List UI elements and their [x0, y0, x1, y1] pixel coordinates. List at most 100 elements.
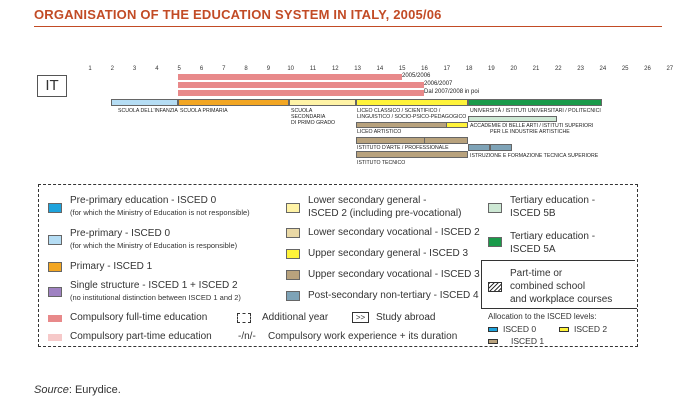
hatch-swatch-icon: [488, 282, 502, 292]
label-liceo-artistico: LICEO ARTISTICO: [357, 129, 402, 135]
legend-tertiary-5b-2: ISCED 5B: [510, 208, 556, 219]
allocation-isced2-swatch: [559, 327, 569, 332]
source-note: Source: Eurydice.: [34, 384, 121, 396]
label-secondaria-3: DI PRIMO GRADO: [291, 120, 336, 126]
legend-isced0: ISCED 0: [503, 324, 537, 334]
legend-tertiary-5b-1: Tertiary education -: [510, 195, 596, 206]
swatch-compulsory-full: [48, 315, 62, 322]
label-istituto-arte: ISTITUTO D'ARTE / PROFESSIONALE: [357, 145, 449, 151]
bar-liceo-artistico-upper: [446, 122, 468, 128]
age-tick-26: 26: [644, 66, 651, 72]
legend-tertiary-5a-2: ISCED 5A: [510, 244, 556, 255]
label-accademie-2: PER LE INDUSTRIE ARTISTICHE: [490, 129, 570, 135]
work-experience-symbol: -/n/-: [238, 331, 256, 342]
swatch-preprimary-ministry: [48, 235, 62, 245]
swatch-preprimary-not-ministry: [48, 203, 62, 213]
legend-part-time-3: and workplace courses: [510, 294, 613, 305]
source-value: : Eurydice.: [68, 384, 121, 396]
part-time-frame: [481, 260, 635, 308]
age-tick-18: 18: [465, 66, 473, 72]
legend-lower-general-1: Lower secondary general -: [308, 195, 427, 206]
age-tick-15: 15: [398, 66, 406, 72]
age-tick-3: 3: [132, 66, 137, 72]
legend-part-time-2: combined school: [510, 281, 586, 292]
age-tick-2: 2: [110, 66, 114, 72]
age-tick-7: 7: [222, 66, 226, 72]
legend-post-secondary: Post-secondary non-tertiary - ISCED 4: [308, 290, 479, 301]
bar-secondaria: [289, 99, 356, 106]
age-tick-25: 25: [621, 66, 629, 72]
swatch-single-structure: [48, 287, 62, 297]
compulsory-bar-2006: [178, 82, 424, 88]
additional-year-icon: [237, 313, 251, 323]
allocation-isced0-swatch: [488, 327, 498, 332]
age-tick-1: 1: [88, 66, 92, 72]
swatch-upper-vocational: [286, 270, 300, 280]
age-tick-6: 6: [199, 66, 204, 72]
label-secondaria-1: SCUOLA: [291, 108, 313, 114]
bar-istruzione-1: [468, 144, 490, 151]
age-tick-17: 17: [443, 66, 451, 72]
swatch-primary: [48, 262, 62, 272]
legend-isced1: ISCED 1: [511, 336, 545, 346]
compulsory-label-2005: 2005/2006: [402, 73, 431, 79]
legend-single-structure: Single structure - ISCED 1 + ISCED 2: [70, 280, 238, 291]
label-secondaria-2: SECONDARIA: [291, 114, 326, 120]
page-title: ORGANISATION OF THE EDUCATION SYSTEM IN …: [34, 7, 442, 22]
legend-preprimary-b: Pre-primary - ISCED 0: [70, 228, 171, 239]
label-accademie-1: ACCADEMIE DI BELLE ARTI / ISTITUTI SUPER…: [470, 123, 594, 129]
label-infanzia: SCUOLA DELL'INFANZIA: [118, 108, 178, 114]
legend-preprimary-b-sub: (for which the Ministry of Education is …: [70, 241, 238, 250]
legend-box: [38, 184, 638, 347]
legend-upper-general: Upper secondary general - ISCED 3: [308, 248, 469, 259]
legend-tertiary-5a-1: Tertiary education -: [510, 231, 596, 242]
age-tick-20: 20: [510, 66, 518, 72]
age-tick-4: 4: [155, 66, 159, 72]
age-tick-24: 24: [599, 66, 607, 72]
label-universita: UNIVERSITÀ / ISTITUTI UNIVERSITARI / POL…: [470, 108, 601, 114]
legend-lower-vocational: Lower secondary vocational - ISCED 2: [308, 227, 480, 238]
age-tick-5: 5: [177, 66, 181, 72]
age-tick-27: 27: [666, 66, 673, 72]
bar-istituto-arte-split: [424, 137, 468, 144]
bar-liceo: [356, 99, 468, 106]
legend-bottom-rule: [481, 308, 637, 309]
label-liceo-2: LINGUISTICO / SOCIO-PSICO-PEDAGOGICO: [357, 114, 467, 120]
age-tick-21: 21: [532, 66, 540, 72]
legend-study-abroad: Study abroad: [376, 312, 436, 323]
title-rule: [34, 26, 662, 27]
bar-istituto-tecnico: [356, 151, 468, 158]
compulsory-label-2007: Dal 2007/2008 in poi: [424, 89, 480, 95]
swatch-post-secondary: [286, 291, 300, 301]
age-tick-10: 10: [287, 66, 295, 72]
legend-compulsory-full: Compulsory full-time education: [70, 312, 208, 323]
compulsory-bar-2005: [178, 74, 402, 80]
label-primaria: SCUOLA PRIMARIA: [180, 108, 228, 114]
bar-primaria: [178, 99, 289, 106]
label-istituto-tecnico: ISTITUTO TECNICO: [357, 160, 406, 166]
country-code-box: IT: [37, 75, 67, 97]
legend-preprimary-a: Pre-primary education - ISCED 0: [70, 195, 217, 206]
swatch-lower-vocational: [286, 228, 300, 238]
legend-preprimary-a-sub: (for which the Ministry of Education is …: [70, 208, 250, 217]
study-abroad-icon: >>: [352, 312, 369, 323]
allocation-isced1-swatch: [488, 339, 498, 344]
bar-infanzia: [111, 99, 178, 106]
age-tick-23: 23: [577, 66, 584, 72]
legend-work-experience: Compulsory work experience + its duratio…: [268, 331, 458, 342]
label-liceo-1: LICEO CLASSICO / SCIENTIFICO /: [357, 108, 441, 114]
age-tick-9: 9: [266, 66, 271, 72]
legend-upper-vocational: Upper secondary vocational - ISCED 3: [308, 269, 480, 280]
age-tick-16: 16: [421, 66, 428, 72]
age-tick-12: 12: [331, 66, 339, 72]
swatch-compulsory-part: [48, 334, 62, 341]
legend-single-structure-sub: (no institutional distinction between IS…: [70, 293, 241, 302]
bar-accademie-5b: [468, 116, 557, 122]
source-label: Source: [34, 384, 69, 396]
swatch-upper-general: [286, 249, 300, 259]
age-tick-19: 19: [488, 66, 495, 72]
compulsory-bar-2007: [178, 90, 424, 96]
legend-lower-general-2: ISCED 2 (including pre-vocational): [308, 208, 462, 219]
bar-universita: [468, 99, 602, 106]
age-tick-13: 13: [354, 66, 361, 72]
